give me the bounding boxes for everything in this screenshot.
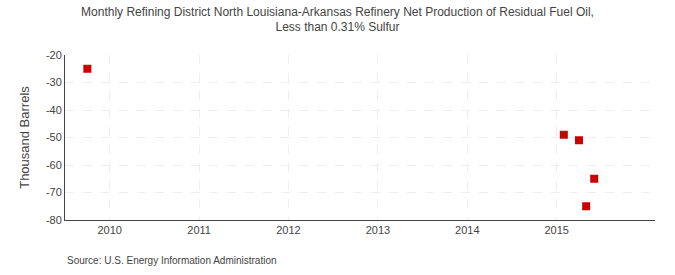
svg-text:-60: -60 — [46, 159, 62, 171]
svg-text:2012: 2012 — [276, 224, 300, 236]
svg-text:Monthly Refining District Nort: Monthly Refining District North Louisian… — [81, 5, 594, 35]
svg-text:2014: 2014 — [455, 224, 479, 236]
svg-text:Thousand Barrels: Thousand Barrels — [17, 86, 32, 189]
svg-text:2011: 2011 — [187, 224, 211, 236]
svg-text:-50: -50 — [46, 131, 62, 143]
svg-text:2015: 2015 — [544, 224, 568, 236]
svg-text:Source: U.S. Energy Informatio: Source: U.S. Energy Information Administ… — [67, 255, 277, 266]
svg-text:-40: -40 — [46, 104, 62, 116]
svg-text:2010: 2010 — [97, 224, 121, 236]
svg-text:-80: -80 — [46, 214, 62, 226]
svg-text:2013: 2013 — [366, 224, 390, 236]
svg-text:-70: -70 — [46, 186, 62, 198]
svg-text:-20: -20 — [46, 49, 62, 61]
svg-text:-30: -30 — [46, 76, 62, 88]
